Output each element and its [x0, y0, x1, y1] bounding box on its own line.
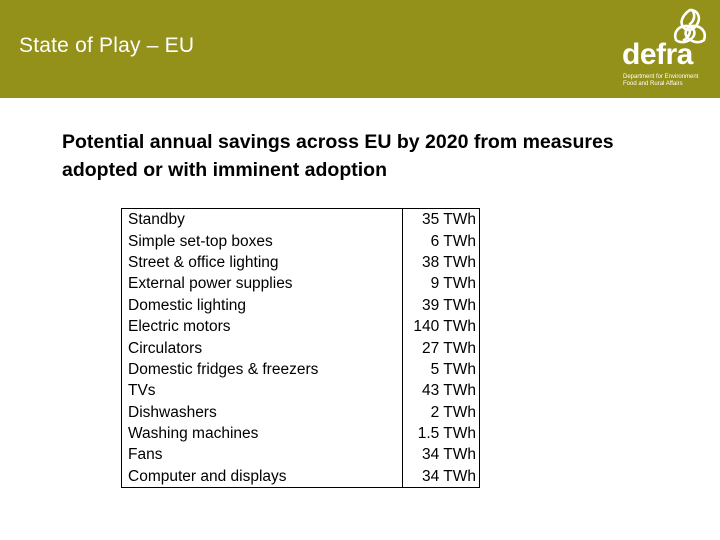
slide-title: State of Play – EU: [19, 34, 195, 57]
savings-value-cell: 140 TWh: [413, 318, 476, 336]
savings-value-cell: 34 TWh: [422, 467, 476, 485]
measure-cell: External power supplies: [121, 273, 403, 295]
table-row: TVs 43 TWh: [121, 380, 480, 402]
savings-value-cell: 38 TWh: [422, 253, 476, 271]
measure-cell: Washing machines: [121, 422, 403, 445]
savings-value-cell: 27 TWh: [422, 339, 476, 357]
measure-cell: TVs: [121, 380, 403, 402]
table-row: Street & office lighting 38 TWh: [121, 251, 480, 274]
savings-value-cell: 5 TWh: [430, 360, 476, 378]
measure-cell: Domestic fridges & freezers: [121, 358, 403, 381]
table-row: Washing machines 1.5 TWh: [121, 422, 480, 445]
measure-cell: Dishwashers: [121, 401, 403, 423]
celtic-knot-icon: [673, 8, 707, 44]
measure-cell: Fans: [121, 444, 403, 466]
table-row: Electric motors 140 TWh: [121, 315, 480, 338]
table-row: External power supplies 9 TWh: [121, 273, 480, 295]
savings-value-cell: 2 TWh: [430, 403, 476, 421]
table-row: Fans 34 TWh: [121, 444, 480, 466]
table-row: Computer and displays 34 TWh: [121, 465, 480, 488]
savings-value-cell: 35 TWh: [422, 211, 476, 229]
table-row: Standby 35 TWh: [121, 208, 480, 231]
savings-value-cell: 43 TWh: [422, 382, 476, 400]
table-row: Simple set-top boxes 6 TWh: [121, 230, 480, 252]
table-row: Circulators 27 TWh: [121, 337, 480, 359]
savings-value-cell: 34 TWh: [422, 446, 476, 464]
savings-value-cell: 6 TWh: [430, 232, 476, 250]
savings-value-cell: 9 TWh: [430, 275, 476, 293]
defra-logo: defra Department for Environment Food an…: [610, 6, 716, 94]
measure-cell: Domestic lighting: [121, 294, 403, 316]
measure-cell: Circulators: [121, 337, 403, 359]
table-row: Domestic fridges & freezers 5 TWh: [121, 358, 480, 381]
table-row: Dishwashers 2 TWh: [121, 401, 480, 423]
measure-cell: Simple set-top boxes: [121, 230, 403, 252]
measure-cell: Electric motors: [121, 315, 403, 338]
header-bar: State of Play – EU defra Department for …: [0, 0, 720, 98]
logo-subtitle: Department for Environment Food and Rura…: [623, 74, 699, 87]
savings-table: Standby 35 TWh Simple set-top boxes 6 TWh St…: [121, 208, 480, 489]
savings-value-cell: 39 TWh: [422, 296, 476, 314]
savings-value-cell: 1.5 TWh: [417, 425, 476, 443]
measure-cell: Standby: [121, 208, 403, 231]
measure-cell: Street & office lighting: [121, 251, 403, 274]
measure-cell: Computer and displays: [121, 465, 403, 488]
logo-wordmark: defra: [622, 38, 693, 71]
savings-heading: Potential annual savings across EU by 20…: [62, 131, 614, 181]
savings-table-body: Standby 35 TWh Simple set-top boxes 6 TWh St…: [121, 208, 480, 488]
table-row: Domestic lighting 39 TWh: [121, 294, 480, 316]
